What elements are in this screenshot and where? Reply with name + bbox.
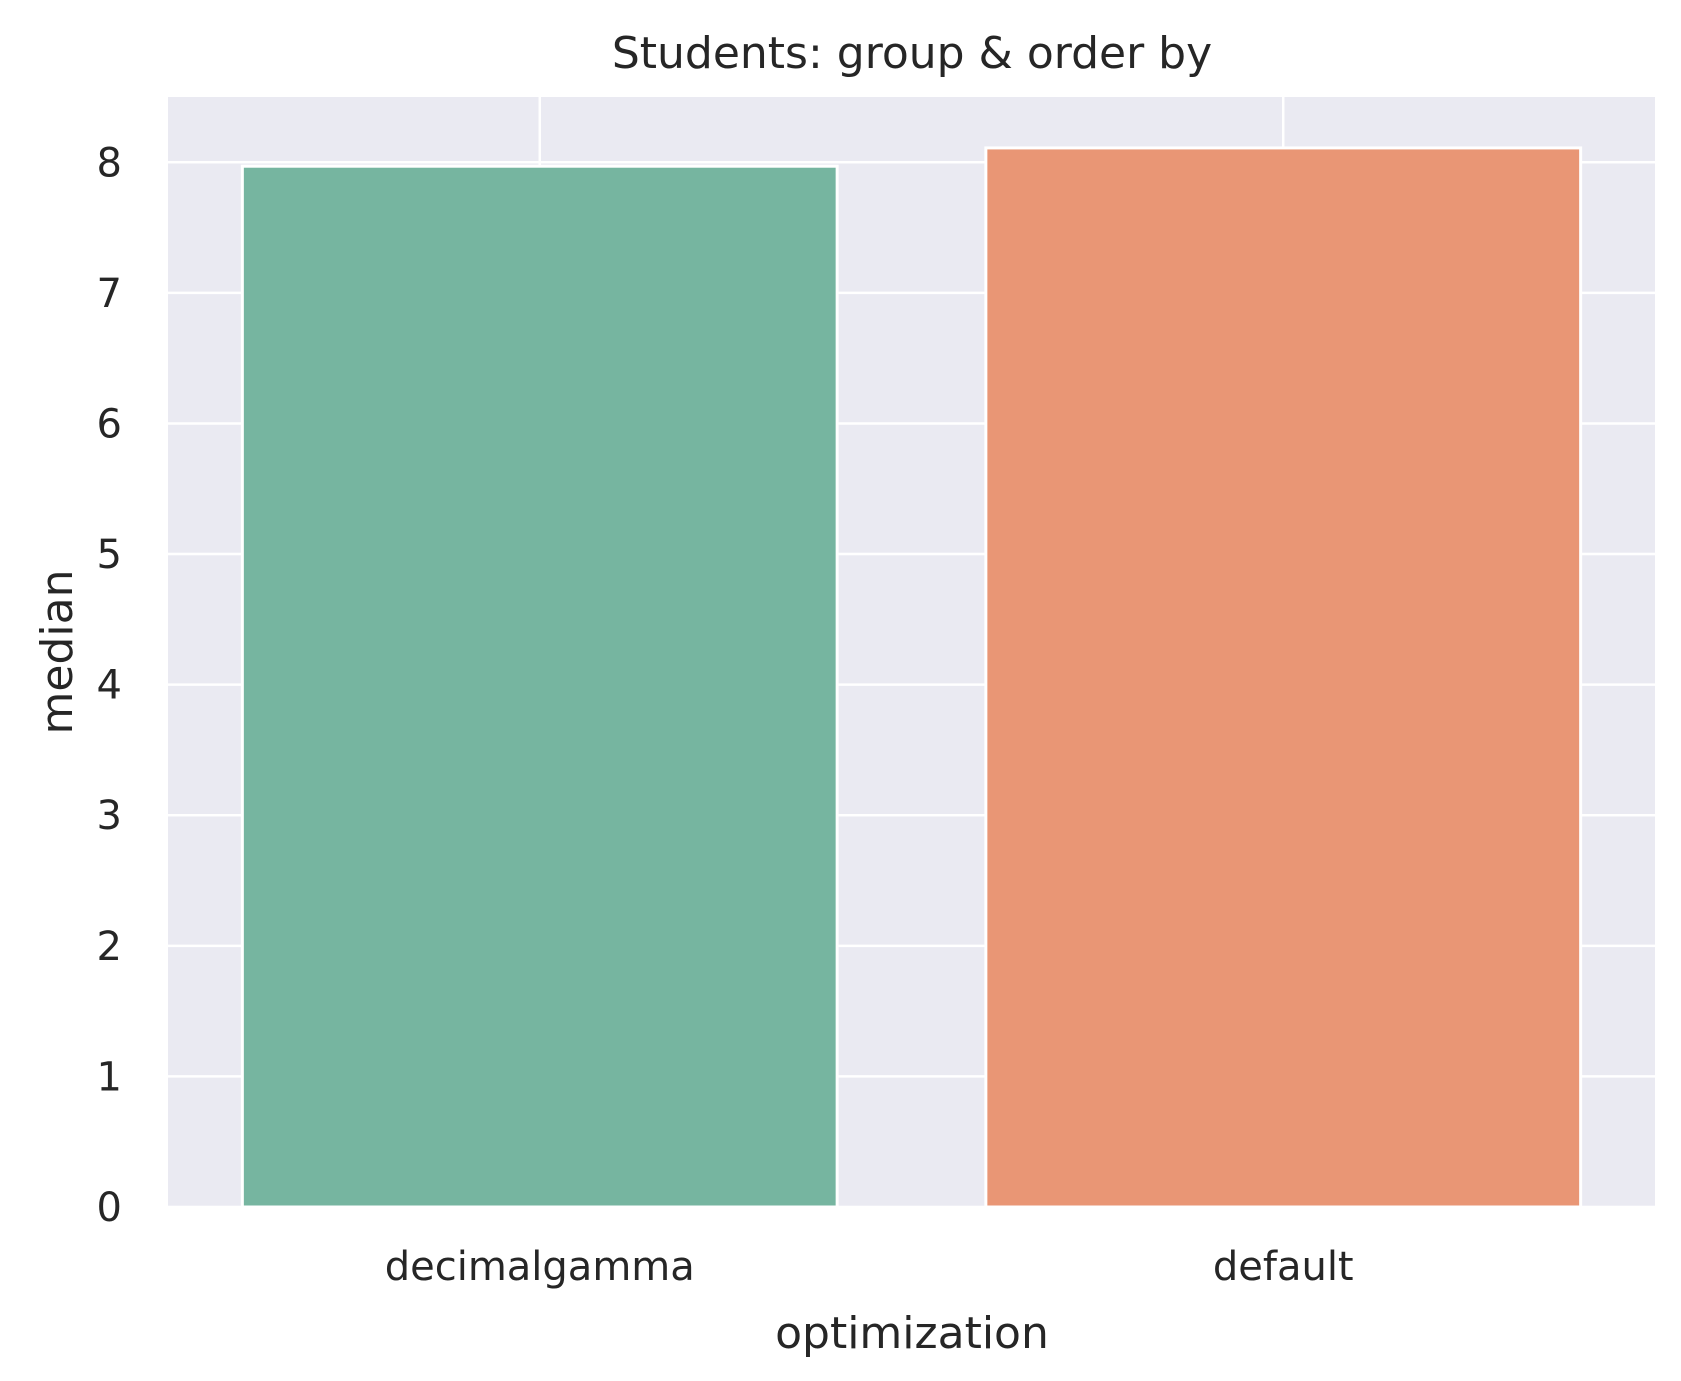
y-tick-label: 8 bbox=[97, 140, 122, 186]
x-tick-labels: decimalgamma default bbox=[385, 1244, 1354, 1290]
y-tick-label: 2 bbox=[97, 924, 122, 970]
y-tick-label: 4 bbox=[97, 663, 122, 709]
bars bbox=[240, 146, 1583, 1209]
y-tick-label: 0 bbox=[97, 1185, 122, 1231]
bar-decimalgamma bbox=[240, 164, 839, 1209]
y-tick-label: 7 bbox=[97, 271, 122, 317]
y-tick-label: 6 bbox=[97, 401, 122, 447]
bar-default bbox=[984, 146, 1583, 1209]
y-tick-label: 1 bbox=[97, 1054, 122, 1100]
y-tick-label: 3 bbox=[97, 793, 122, 839]
x-axis-label: optimization bbox=[775, 1308, 1049, 1359]
y-tick-labels: 0 1 2 3 4 5 6 7 8 bbox=[97, 140, 122, 1231]
y-axis-label: median bbox=[32, 570, 83, 735]
chart-title: Students: group & order by bbox=[612, 28, 1212, 79]
x-tick-label: default bbox=[1213, 1244, 1354, 1290]
x-tick-label: decimalgamma bbox=[385, 1244, 695, 1290]
y-tick-label: 5 bbox=[97, 532, 122, 578]
